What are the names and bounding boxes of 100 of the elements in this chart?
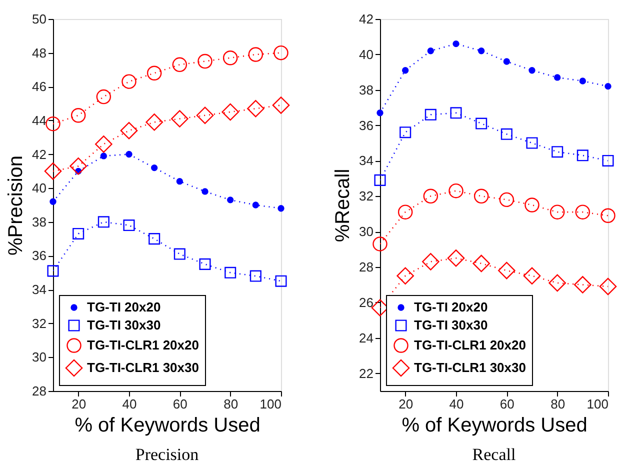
point [150, 164, 158, 172]
point [452, 40, 460, 48]
point [222, 50, 238, 66]
point [174, 248, 186, 260]
y-tick-label: 32 [359, 188, 374, 204]
point [172, 57, 188, 72]
legend-label: TG-TI-CLR1 30x30 [87, 360, 199, 375]
x-tick-label: 40 [449, 396, 464, 412]
point [70, 157, 87, 175]
point [146, 66, 162, 80]
text: Recall [472, 445, 516, 464]
y-tick-label: 50 [32, 12, 46, 26]
point [148, 233, 160, 245]
x-tick-label: 20 [398, 396, 414, 412]
point [100, 152, 108, 160]
point [548, 274, 566, 292]
point [472, 254, 490, 272]
point [146, 113, 163, 131]
point [247, 100, 264, 118]
x-tick-label: 80 [550, 396, 566, 412]
y-tick-label: 22 [359, 366, 374, 381]
y-tick-label: 44 [32, 112, 46, 128]
y-tick-label: 34 [359, 153, 374, 168]
point [503, 58, 510, 65]
y-tick-label: 24 [359, 330, 374, 346]
y-tick-label: 30 [32, 350, 46, 365]
x-axis-title: % of Keywords Used [402, 414, 588, 436]
point [250, 270, 262, 282]
point [427, 48, 434, 54]
point [376, 110, 384, 116]
y-tick-label: 26 [359, 294, 374, 310]
point [252, 202, 260, 208]
point [600, 208, 616, 223]
point [198, 54, 212, 69]
point [575, 204, 590, 220]
point [95, 135, 112, 153]
legend-label: TG-TI-CLR1 20x20 [87, 338, 199, 352]
point [450, 107, 462, 119]
y-tick-label: 28 [359, 260, 374, 274]
x-tick-label: 60 [172, 396, 188, 412]
point [599, 278, 617, 296]
point [400, 126, 412, 138]
y-tick-label: 42 [359, 12, 374, 26]
y-tick-label: 46 [32, 79, 46, 94]
legend-label: TG-TI 20x20 [414, 300, 488, 314]
point [554, 74, 561, 81]
point [574, 276, 592, 294]
y-tick-label: 38 [32, 214, 46, 230]
y-tick-label: 36 [32, 248, 46, 264]
y-axis-title: %Precision [5, 155, 28, 256]
x-tick-label: 80 [224, 396, 238, 412]
point [447, 249, 465, 267]
point [374, 174, 386, 186]
text: Precision [135, 445, 200, 464]
point [176, 178, 184, 185]
point [423, 188, 438, 204]
point [272, 96, 290, 114]
point [47, 265, 59, 277]
point [552, 146, 564, 158]
point [528, 67, 536, 74]
point [224, 266, 236, 278]
y-axis-title: %Recall [332, 168, 354, 242]
x-tick-label: 40 [122, 396, 137, 412]
point [576, 150, 588, 162]
y-tick-label: 32 [32, 316, 46, 331]
y-tick-label: 34 [32, 282, 46, 298]
point [171, 110, 188, 128]
point [396, 267, 414, 285]
point [526, 137, 538, 149]
point [222, 103, 239, 121]
y-tick-label: 42 [32, 146, 46, 162]
y-tick-label: 40 [32, 180, 46, 196]
point [98, 216, 110, 228]
point [523, 267, 541, 285]
point [579, 78, 586, 84]
point [46, 116, 60, 132]
point [196, 106, 214, 124]
point [550, 204, 565, 220]
point [478, 48, 485, 54]
point [278, 205, 284, 212]
point [499, 192, 514, 208]
legend-label: TG-TI 30x30 [87, 318, 161, 332]
y-tick-label: 28 [32, 384, 46, 398]
legend-label: TG-TI 20x20 [87, 300, 161, 314]
point [372, 236, 388, 252]
point [402, 67, 409, 74]
y-tick-label: 48 [32, 45, 46, 60]
x-tick-label: 60 [500, 396, 514, 412]
point [96, 89, 112, 104]
legend-label: TG-TI-CLR1 20x20 [414, 338, 526, 352]
x-axis-title: % of Keywords Used [74, 414, 260, 436]
point [602, 154, 614, 166]
point [123, 220, 135, 232]
point [424, 108, 436, 120]
point [476, 118, 488, 130]
legend-label: TG-TI 30x30 [414, 318, 488, 332]
point [226, 196, 234, 204]
y-tick-label: 30 [359, 224, 374, 240]
point [524, 198, 540, 212]
point [70, 108, 86, 123]
